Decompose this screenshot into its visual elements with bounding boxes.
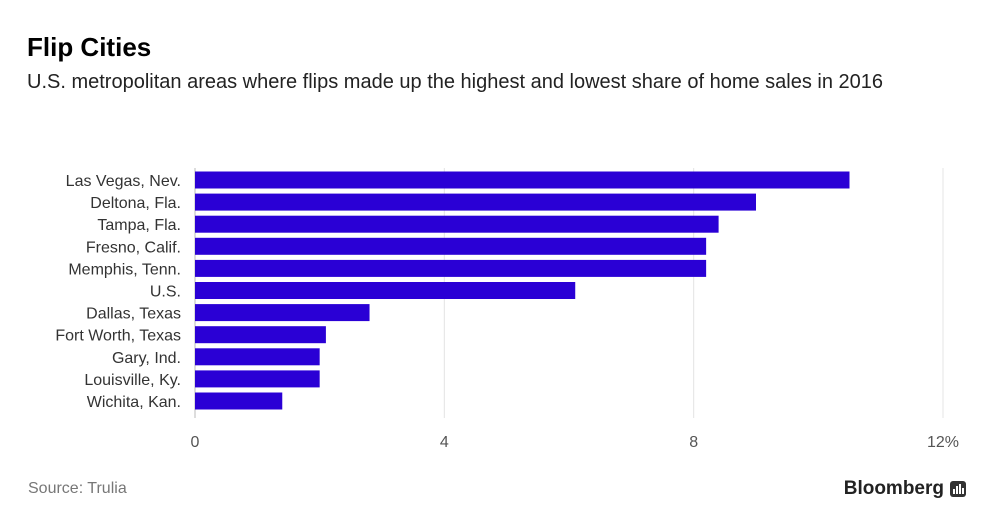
brand-logo: Bloomberg: [843, 478, 944, 499]
category-label: Deltona, Fla.: [90, 195, 181, 212]
bar: [195, 392, 283, 410]
bloomberg-icon: [950, 481, 966, 497]
chart-title: Flip Cities: [27, 32, 152, 62]
category-label: Memphis, Tenn.: [68, 261, 181, 278]
category-label: Fresno, Calif.: [86, 239, 181, 256]
category-label: U.S.: [150, 284, 181, 301]
bar: [195, 326, 326, 344]
chart-subtitle: U.S. metropolitan areas where flips made…: [27, 71, 884, 93]
category-label: Dallas, Texas: [86, 306, 181, 323]
bar-chart: Las Vegas, Nev. Deltona, Fla. Tampa, Fla. F…: [55, 168, 959, 451]
bar: [195, 304, 370, 322]
bar: [195, 193, 756, 211]
source-note: Source: Trulia: [28, 480, 127, 497]
x-tick-label: 12%: [927, 434, 959, 451]
category-label: Louisville, Ky.: [84, 372, 181, 389]
bar: [195, 237, 707, 255]
x-tick-label: 0: [191, 434, 200, 451]
category-label: Gary, Ind.: [112, 350, 181, 367]
bar: [195, 215, 719, 233]
bar: [195, 370, 320, 388]
bar: [195, 282, 576, 299]
category-label: Las Vegas, Nev.: [66, 173, 181, 190]
x-tick-label: 8: [689, 434, 698, 451]
category-label: Tampa, Fla.: [97, 217, 181, 234]
x-tick-label: 4: [440, 434, 449, 451]
category-label: Fort Worth, Texas: [55, 328, 181, 345]
category-label: Wichita, Kan.: [87, 394, 181, 411]
bar: [195, 259, 707, 277]
bar: [195, 171, 850, 189]
bar: [195, 348, 320, 366]
